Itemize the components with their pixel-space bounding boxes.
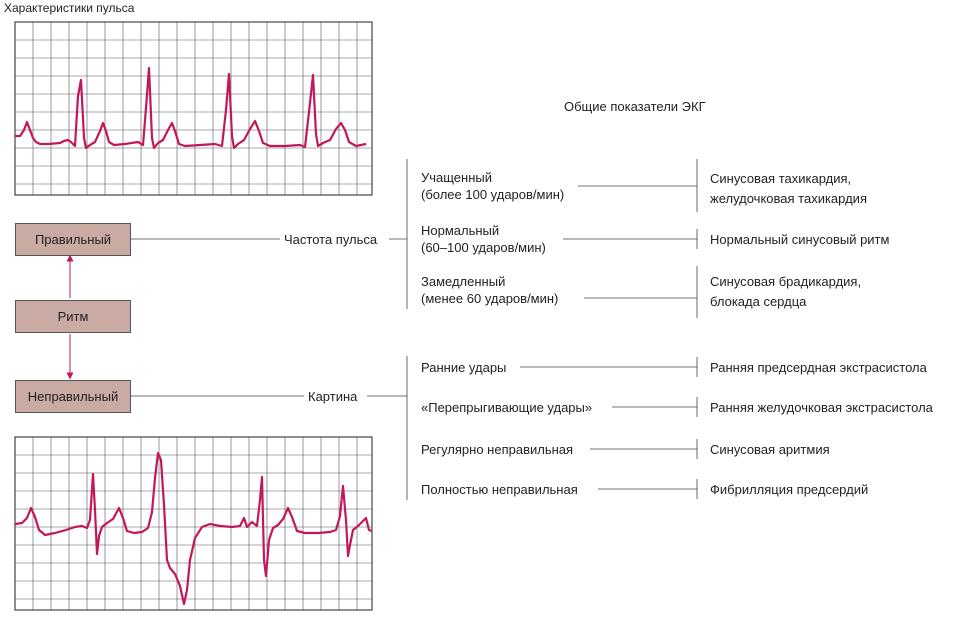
box-rhythm: Ритм [15,300,131,333]
branch-pattern-label: Картина [308,389,358,404]
rate-result-fast: Синусовая тахикардия, желудочковая тахик… [710,171,867,206]
ecg-trace-regular [15,66,367,150]
figure-title: Характеристики пульса [4,1,135,15]
rate-result-normal: Нормальный синусовый ритм [710,232,890,247]
pattern-item-totally-irregular: Полностью неправильная [421,482,578,497]
box-regular: Правильный [15,223,131,256]
pattern-result-early: Ранняя предсердная экстрасистола [710,360,927,375]
pattern-item-early: Ранние удары [421,360,507,375]
pattern-result-regularly-irregular: Синусовая аритмия [710,442,830,457]
figure-subtitle: Общие показатели ЭКГ [564,99,706,114]
rate-item-slow: Замедленный (менее 60 ударов/мин) [421,273,558,307]
rate-result-slow: Синусовая брадикардия, блокада сердца [710,274,862,309]
rate-item-range: (менее 60 ударов/мин) [421,291,559,306]
connectors [131,159,698,500]
ecg-trace-irregular [14,451,373,606]
rate-item-label: Замедленный [421,274,506,289]
pattern-result-totally-irregular: Фибрилляция предсердий [710,482,869,497]
rate-item-fast: Учащенный (более 100 ударов/мин) [421,169,564,203]
rate-item-range: (60–100 ударов/мин) [421,240,546,255]
rate-item-normal: Нормальный (60–100 ударов/мин) [421,222,546,256]
branch-rate-label: Частота пульса [284,232,378,247]
pattern-item-regularly-irregular: Регулярно неправильная [421,442,574,457]
pattern-result-skipping: Ранняя желудочковая экстрасистола [710,400,933,415]
rate-item-range: (более 100 ударов/мин) [421,187,565,202]
box-irregular: Неправильный [15,380,131,413]
pattern-item-skipping: «Перепрыгивающие удары» [421,400,593,415]
ecg-strip-irregular [14,436,373,611]
rate-item-label: Учащенный [421,170,493,185]
rate-item-label: Нормальный [421,223,500,238]
ecg-strip-regular [14,21,373,196]
